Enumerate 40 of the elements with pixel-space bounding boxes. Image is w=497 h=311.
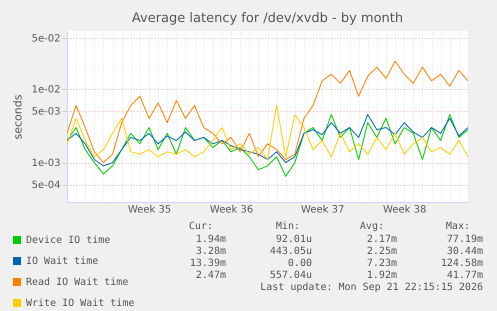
x-tick-label: Week 37 — [301, 204, 344, 216]
text: 30.44m — [446, 246, 483, 258]
x-tick-label: Week 36 — [210, 204, 254, 216]
text: Max: — [446, 221, 470, 233]
legend-label: Write IO Wait time — [26, 298, 134, 309]
text: Min: — [276, 221, 300, 233]
text: 92.01u — [276, 234, 312, 246]
text: 2.47m — [196, 270, 226, 282]
text: 7.23m — [366, 258, 397, 270]
legend-label: Device IO time — [26, 235, 110, 246]
legend-label: IO Wait time — [26, 256, 98, 267]
line-series — [67, 104, 468, 160]
text: 443.05u — [270, 246, 312, 258]
text: 1.92m — [366, 270, 397, 282]
text: 13.39m — [190, 258, 226, 270]
text: 3.28m — [196, 246, 226, 258]
text: 124.58m — [440, 258, 483, 270]
line-series — [67, 114, 468, 166]
y-tick-label: 1e-03 — [32, 158, 60, 170]
line-series — [67, 60, 468, 164]
text: 1.94m — [196, 234, 226, 246]
text: Cur: — [188, 221, 213, 233]
legend-label: Read IO Wait time — [26, 277, 128, 288]
text: 41.77m — [446, 270, 483, 282]
text: 557.04u — [270, 270, 312, 282]
y-tick-label: 5e-04 — [32, 180, 60, 192]
text: 0.00 — [288, 258, 312, 270]
y-tick-label: 5e-03 — [32, 106, 60, 118]
y-tick-label: 5e-02 — [32, 33, 60, 44]
text: Avg: — [360, 221, 384, 233]
y-axis-title: seconds — [12, 94, 25, 140]
line-series — [67, 114, 468, 177]
x-tick-label: Week 35 — [128, 204, 172, 216]
text: Last update: Mon Sep 21 22:15:15 2026 — [260, 282, 483, 294]
y-tick-label: 1e-02 — [32, 84, 60, 96]
text: 77.19m — [446, 234, 483, 246]
x-tick-label: Week 38 — [383, 204, 426, 216]
chart-title: Average latency for /dev/xvdb - by month — [132, 11, 404, 26]
text: 2.17m — [366, 234, 397, 246]
text: 2.25m — [366, 246, 397, 258]
